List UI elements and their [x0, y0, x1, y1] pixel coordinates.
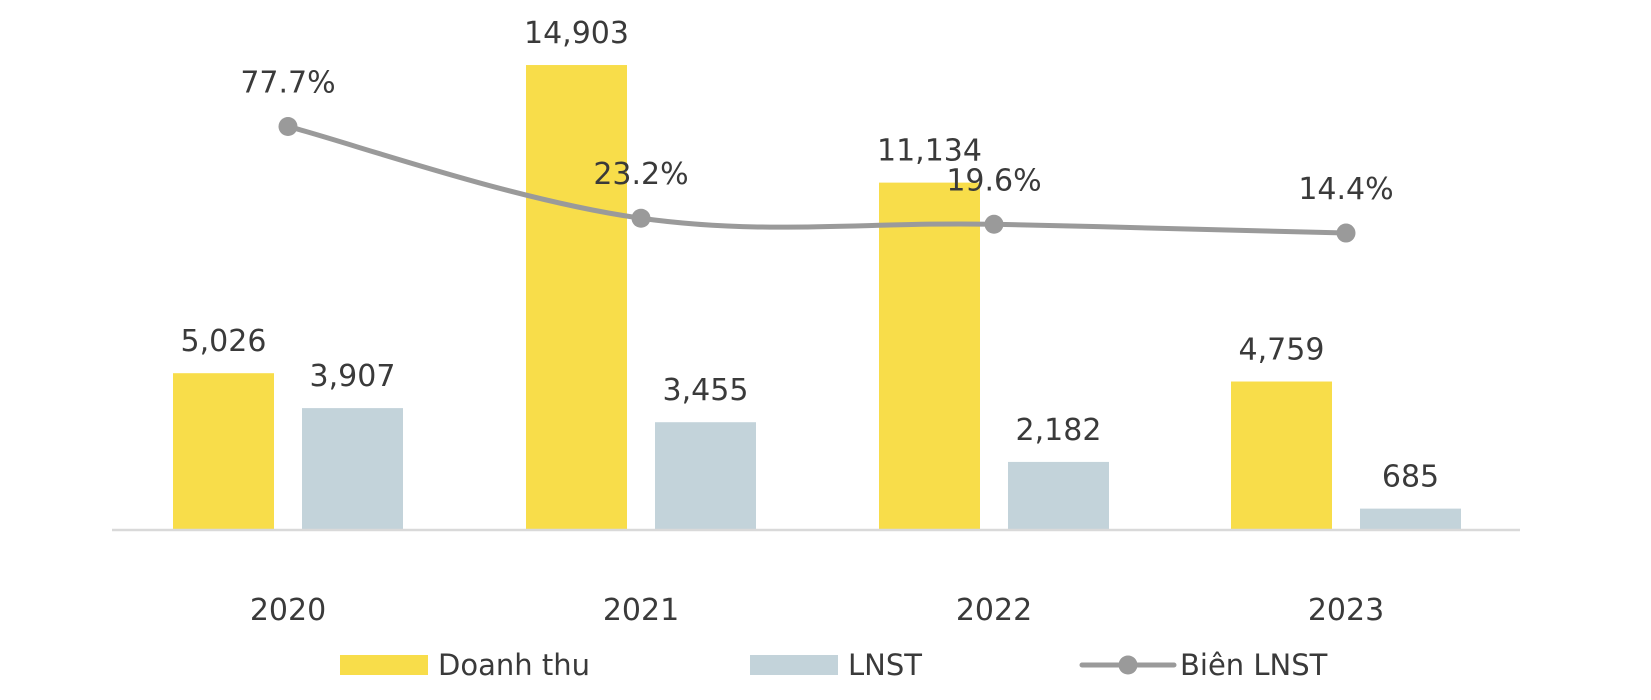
point-bien-lnst-2020 [278, 116, 298, 136]
bar-value-label: 3,455 [663, 373, 749, 408]
bar-value-label: 11,134 [877, 134, 982, 169]
legend-label-doanh-thu: Doanh thu [438, 648, 590, 682]
bar-value-label: 3,907 [310, 359, 396, 394]
bar-doanh-thu-2021 [526, 65, 627, 530]
line-bien-lnst [285, 123, 1349, 236]
legend: Doanh thu LNST Biên LNST [340, 648, 1328, 682]
line-layer [278, 116, 1356, 243]
bar-value-label: 14,903 [524, 16, 629, 51]
bar-lnst-2021 [655, 422, 756, 530]
legend-swatch-doanh-thu [340, 655, 428, 675]
bars-layer [173, 65, 1461, 530]
x-tick-label: 2023 [1308, 593, 1384, 628]
bar-value-label: 4,759 [1239, 333, 1325, 368]
bar-doanh-thu-2020 [173, 373, 274, 530]
line-value-label: 14.4% [1298, 172, 1393, 207]
bar-doanh-thu-2022 [879, 182, 980, 530]
point-bien-lnst-2021 [631, 208, 651, 228]
legend-swatch-marker-biên-lnst [1118, 655, 1138, 675]
line-value-label: 23.2% [593, 157, 688, 192]
line-value-label: 19.6% [946, 163, 1041, 198]
x-tick-label: 2022 [956, 593, 1032, 628]
bar-doanh-thu-2023 [1231, 381, 1332, 530]
bar-value-label: 5,026 [181, 324, 267, 359]
line-value-label: 77.7% [240, 65, 335, 100]
bar-value-label: 2,182 [1016, 413, 1102, 448]
x-tick-label: 2020 [250, 593, 326, 628]
legend-label-lnst: LNST [848, 648, 922, 682]
bar-lnst-2020 [302, 408, 403, 530]
bar-lnst-2022 [1008, 461, 1109, 530]
legend-label-biên-lnst: Biên LNST [1180, 648, 1328, 682]
legend-swatch-lnst [750, 655, 838, 675]
point-bien-lnst-2022 [984, 214, 1004, 234]
bar-value-label: 685 [1382, 460, 1439, 495]
point-bien-lnst-2023 [1336, 223, 1356, 243]
x-tick-label: 2021 [603, 593, 679, 628]
bar-lnst-2023 [1360, 508, 1461, 530]
labels-layer: 5,026 14,903 11,134 4,759 3,907 3,455 2,182 685… [181, 16, 1440, 628]
